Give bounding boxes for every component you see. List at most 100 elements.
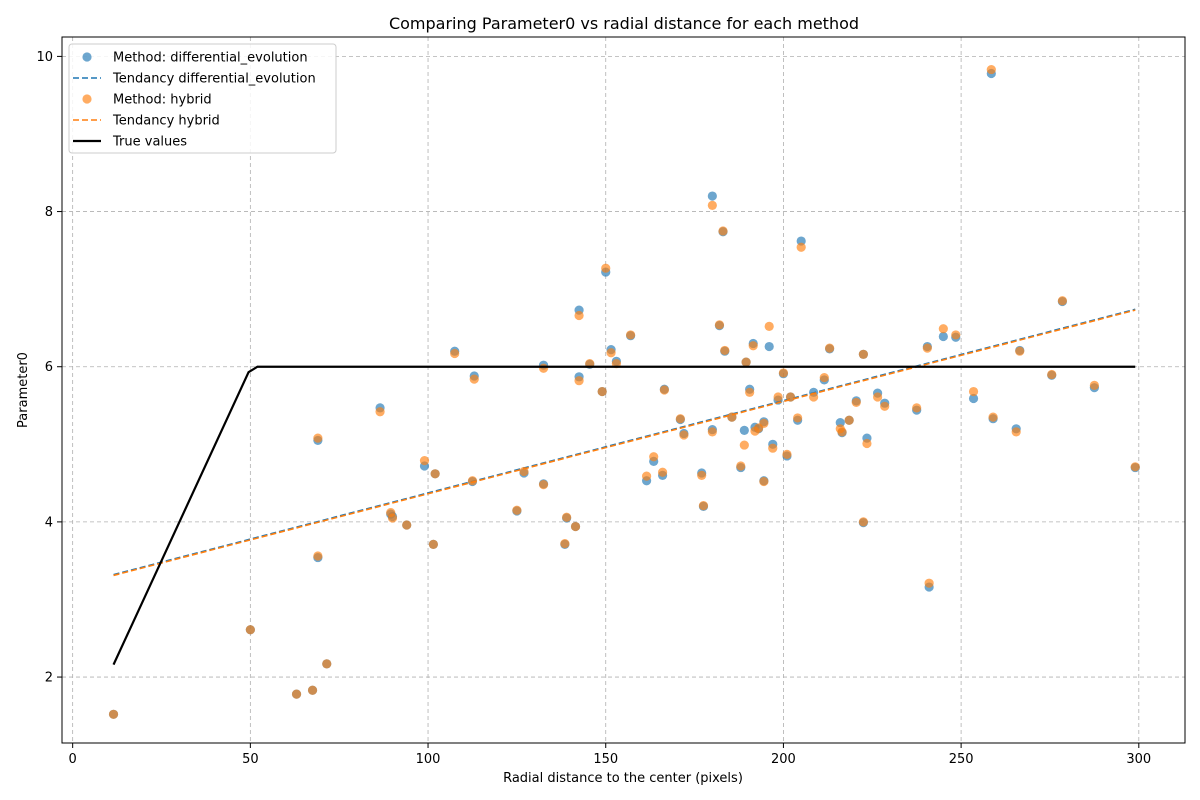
legend: Method: differential_evolution Tendancy d… — [68, 43, 337, 154]
data-point — [837, 427, 847, 437]
data-point — [851, 397, 861, 408]
data-point — [793, 413, 803, 423]
data-point — [313, 551, 323, 561]
data-point — [512, 505, 522, 515]
data-point — [428, 539, 438, 549]
data-point — [736, 461, 746, 471]
data-point — [519, 466, 529, 477]
y-tick-label: 2 — [45, 671, 53, 686]
legend-label: Method: hybrid — [113, 93, 212, 108]
data-point — [844, 415, 854, 425]
data-point — [773, 392, 783, 402]
data-point — [986, 64, 996, 75]
legend-item: Tendancy differential_evolution — [73, 72, 316, 87]
data-point — [968, 393, 979, 404]
data-point — [307, 685, 318, 695]
x-axis-label: Radial distance to the center (pixels) — [503, 771, 743, 786]
data-point — [912, 403, 922, 413]
data-point — [430, 469, 440, 479]
series-line — [112, 365, 1136, 666]
data-point — [606, 348, 616, 358]
series-2 — [108, 64, 1140, 719]
data-point — [739, 425, 749, 435]
data-point — [764, 341, 774, 352]
data-point — [626, 330, 636, 340]
data-point — [601, 263, 611, 273]
series-line — [113, 309, 1136, 577]
x-tick-label: 200 — [771, 752, 796, 767]
y-tick-label: 10 — [36, 50, 53, 65]
data-point — [924, 578, 934, 588]
data-point — [322, 659, 332, 669]
legend-label: True values — [112, 135, 187, 150]
data-point — [741, 357, 751, 367]
data-point — [538, 480, 549, 490]
legend-label: Tendancy hybrid — [112, 114, 220, 129]
legend-item: Method: differential_evolution — [82, 51, 308, 66]
data-point — [825, 343, 835, 353]
data-point — [759, 418, 769, 428]
data-point — [1047, 369, 1057, 380]
data-point — [768, 443, 778, 453]
data-point — [1089, 380, 1099, 390]
data-point — [764, 321, 774, 331]
data-point — [108, 709, 119, 719]
legend-marker — [82, 94, 92, 104]
data-point — [714, 320, 725, 330]
data-point — [649, 452, 659, 462]
data-point — [467, 476, 478, 486]
legend-marker — [82, 52, 92, 62]
legend-item: Tendancy hybrid — [73, 114, 220, 129]
data-point — [1057, 296, 1067, 306]
x-tick-label: 0 — [69, 752, 77, 767]
data-point — [796, 242, 806, 252]
data-point — [697, 470, 707, 480]
data-point — [574, 310, 584, 321]
x-tick-label: 300 — [1126, 752, 1151, 767]
data-point — [291, 689, 302, 699]
plot-area — [108, 64, 1140, 719]
data-point — [785, 392, 796, 402]
y-axis-label: Parameter0 — [16, 352, 31, 428]
data-point — [782, 449, 792, 459]
data-point — [739, 440, 749, 450]
data-point — [402, 520, 412, 530]
data-point — [759, 476, 769, 487]
chart-title: Comparing Parameter0 vs radial distance … — [389, 14, 859, 33]
x-tick-label: 150 — [593, 752, 618, 767]
data-point — [538, 363, 549, 373]
y-tick-label: 8 — [45, 205, 53, 220]
axes-frame — [61, 36, 1186, 744]
data-point — [698, 500, 709, 511]
data-point — [707, 191, 717, 201]
data-point — [968, 386, 979, 397]
data-point — [1130, 462, 1140, 472]
data-point — [560, 539, 570, 549]
data-point — [657, 467, 668, 477]
data-point — [718, 226, 728, 236]
data-point — [880, 401, 890, 411]
data-point — [469, 374, 479, 384]
axis-ticks: 0 50 100 150 200 250 300 2 4 6 8 10 — [36, 50, 1151, 767]
legend-item: Method: hybrid — [82, 93, 212, 108]
data-point — [574, 376, 584, 386]
data-point — [450, 348, 460, 359]
data-point — [748, 341, 758, 351]
data-point — [707, 200, 717, 210]
data-point — [951, 330, 961, 340]
series-3 — [113, 309, 1136, 577]
data-point — [419, 456, 430, 466]
data-point — [720, 345, 730, 356]
data-point — [938, 331, 948, 342]
data-point — [375, 407, 385, 417]
data-point — [862, 438, 872, 449]
x-tick-label: 100 — [416, 752, 441, 767]
data-point — [570, 521, 581, 532]
series-4 — [112, 365, 1136, 666]
data-point — [679, 430, 689, 440]
data-point — [675, 414, 685, 424]
data-point — [597, 386, 607, 397]
legend-label: Tendancy differential_evolution — [112, 72, 316, 87]
data-point — [938, 324, 948, 334]
